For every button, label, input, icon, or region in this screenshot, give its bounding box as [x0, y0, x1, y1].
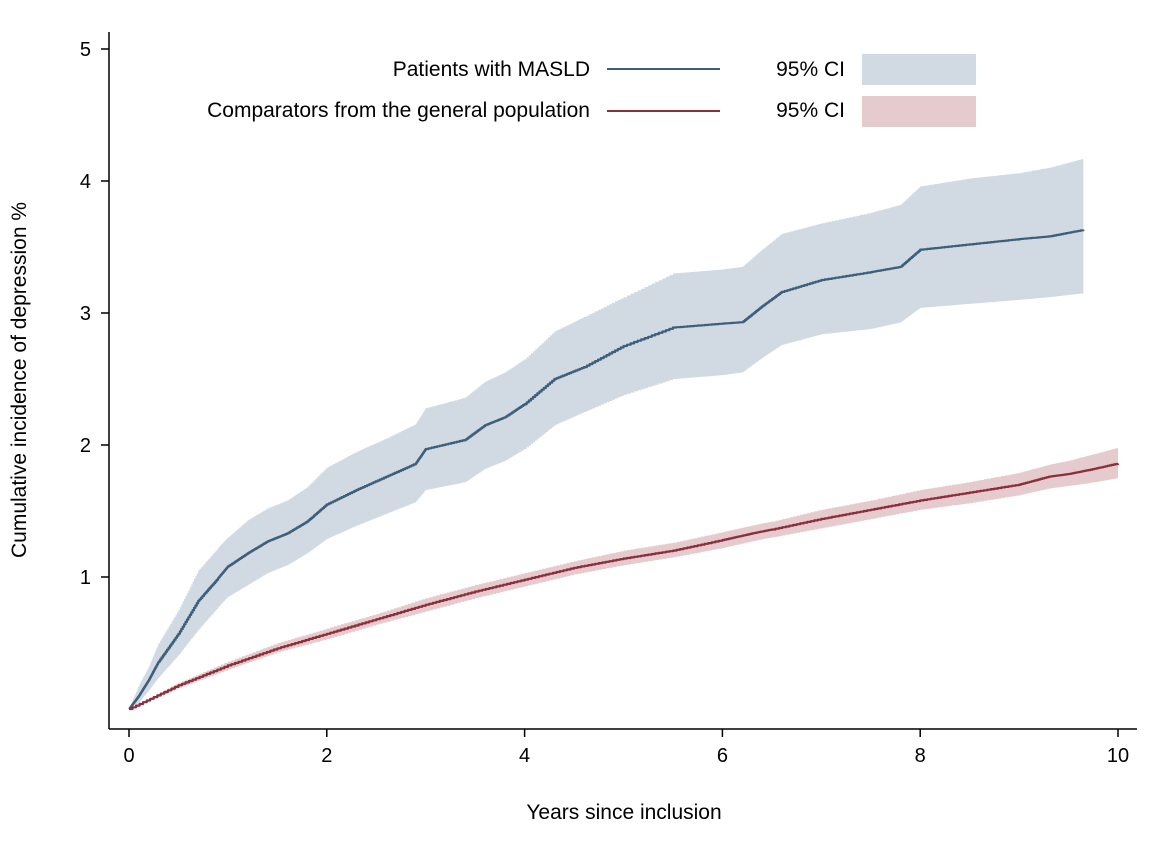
x-axis-title: Years since inclusion: [526, 801, 721, 824]
legend-label-comparators: Comparators from the general population: [207, 99, 590, 122]
ci-band-masld: [129, 158, 1084, 710]
series-line-masld: [128, 229, 1085, 711]
x-tick-label: 6: [717, 745, 728, 767]
legend-ci-swatch-comparators: [862, 96, 976, 127]
legend-ci-label-masld: 95% CI: [776, 58, 845, 81]
x-tick-label: 2: [321, 745, 332, 767]
ci-band-comparators: [129, 447, 1118, 709]
series-lines: [128, 229, 1120, 711]
x-tick-label: 8: [915, 745, 926, 767]
x-tick-label: 0: [123, 745, 134, 767]
series-line-comparators: [129, 462, 1120, 711]
confidence-bands: [129, 158, 1118, 710]
legend-entry-comparators: Comparators from the general population …: [207, 96, 976, 127]
legend-entry-masld: Patients with MASLD 95% CI: [393, 54, 976, 85]
x-axis-ticks: 0 2 4 6 8 10: [123, 729, 1129, 767]
y-tick-label: 4: [80, 171, 91, 193]
y-axis-title: Cumulative incidence of depression %: [8, 202, 31, 558]
x-tick-label: 10: [1107, 745, 1129, 767]
y-tick-label: 1: [80, 567, 91, 589]
y-tick-label: 2: [80, 435, 91, 457]
x-tick-label: 4: [519, 745, 530, 767]
y-axis-ticks: 1 2 3 4 5: [80, 39, 109, 589]
axes: 1 2 3 4 5 0 2 4 6 8 10: [80, 32, 1137, 767]
legend-ci-swatch-masld: [862, 54, 976, 85]
legend-ci-label-comparators: 95% CI: [776, 99, 845, 122]
legend: Patients with MASLD 95% CI Comparators f…: [207, 54, 976, 127]
legend-label-masld: Patients with MASLD: [393, 58, 590, 81]
y-tick-label: 3: [80, 303, 91, 325]
y-tick-label: 5: [80, 39, 91, 61]
